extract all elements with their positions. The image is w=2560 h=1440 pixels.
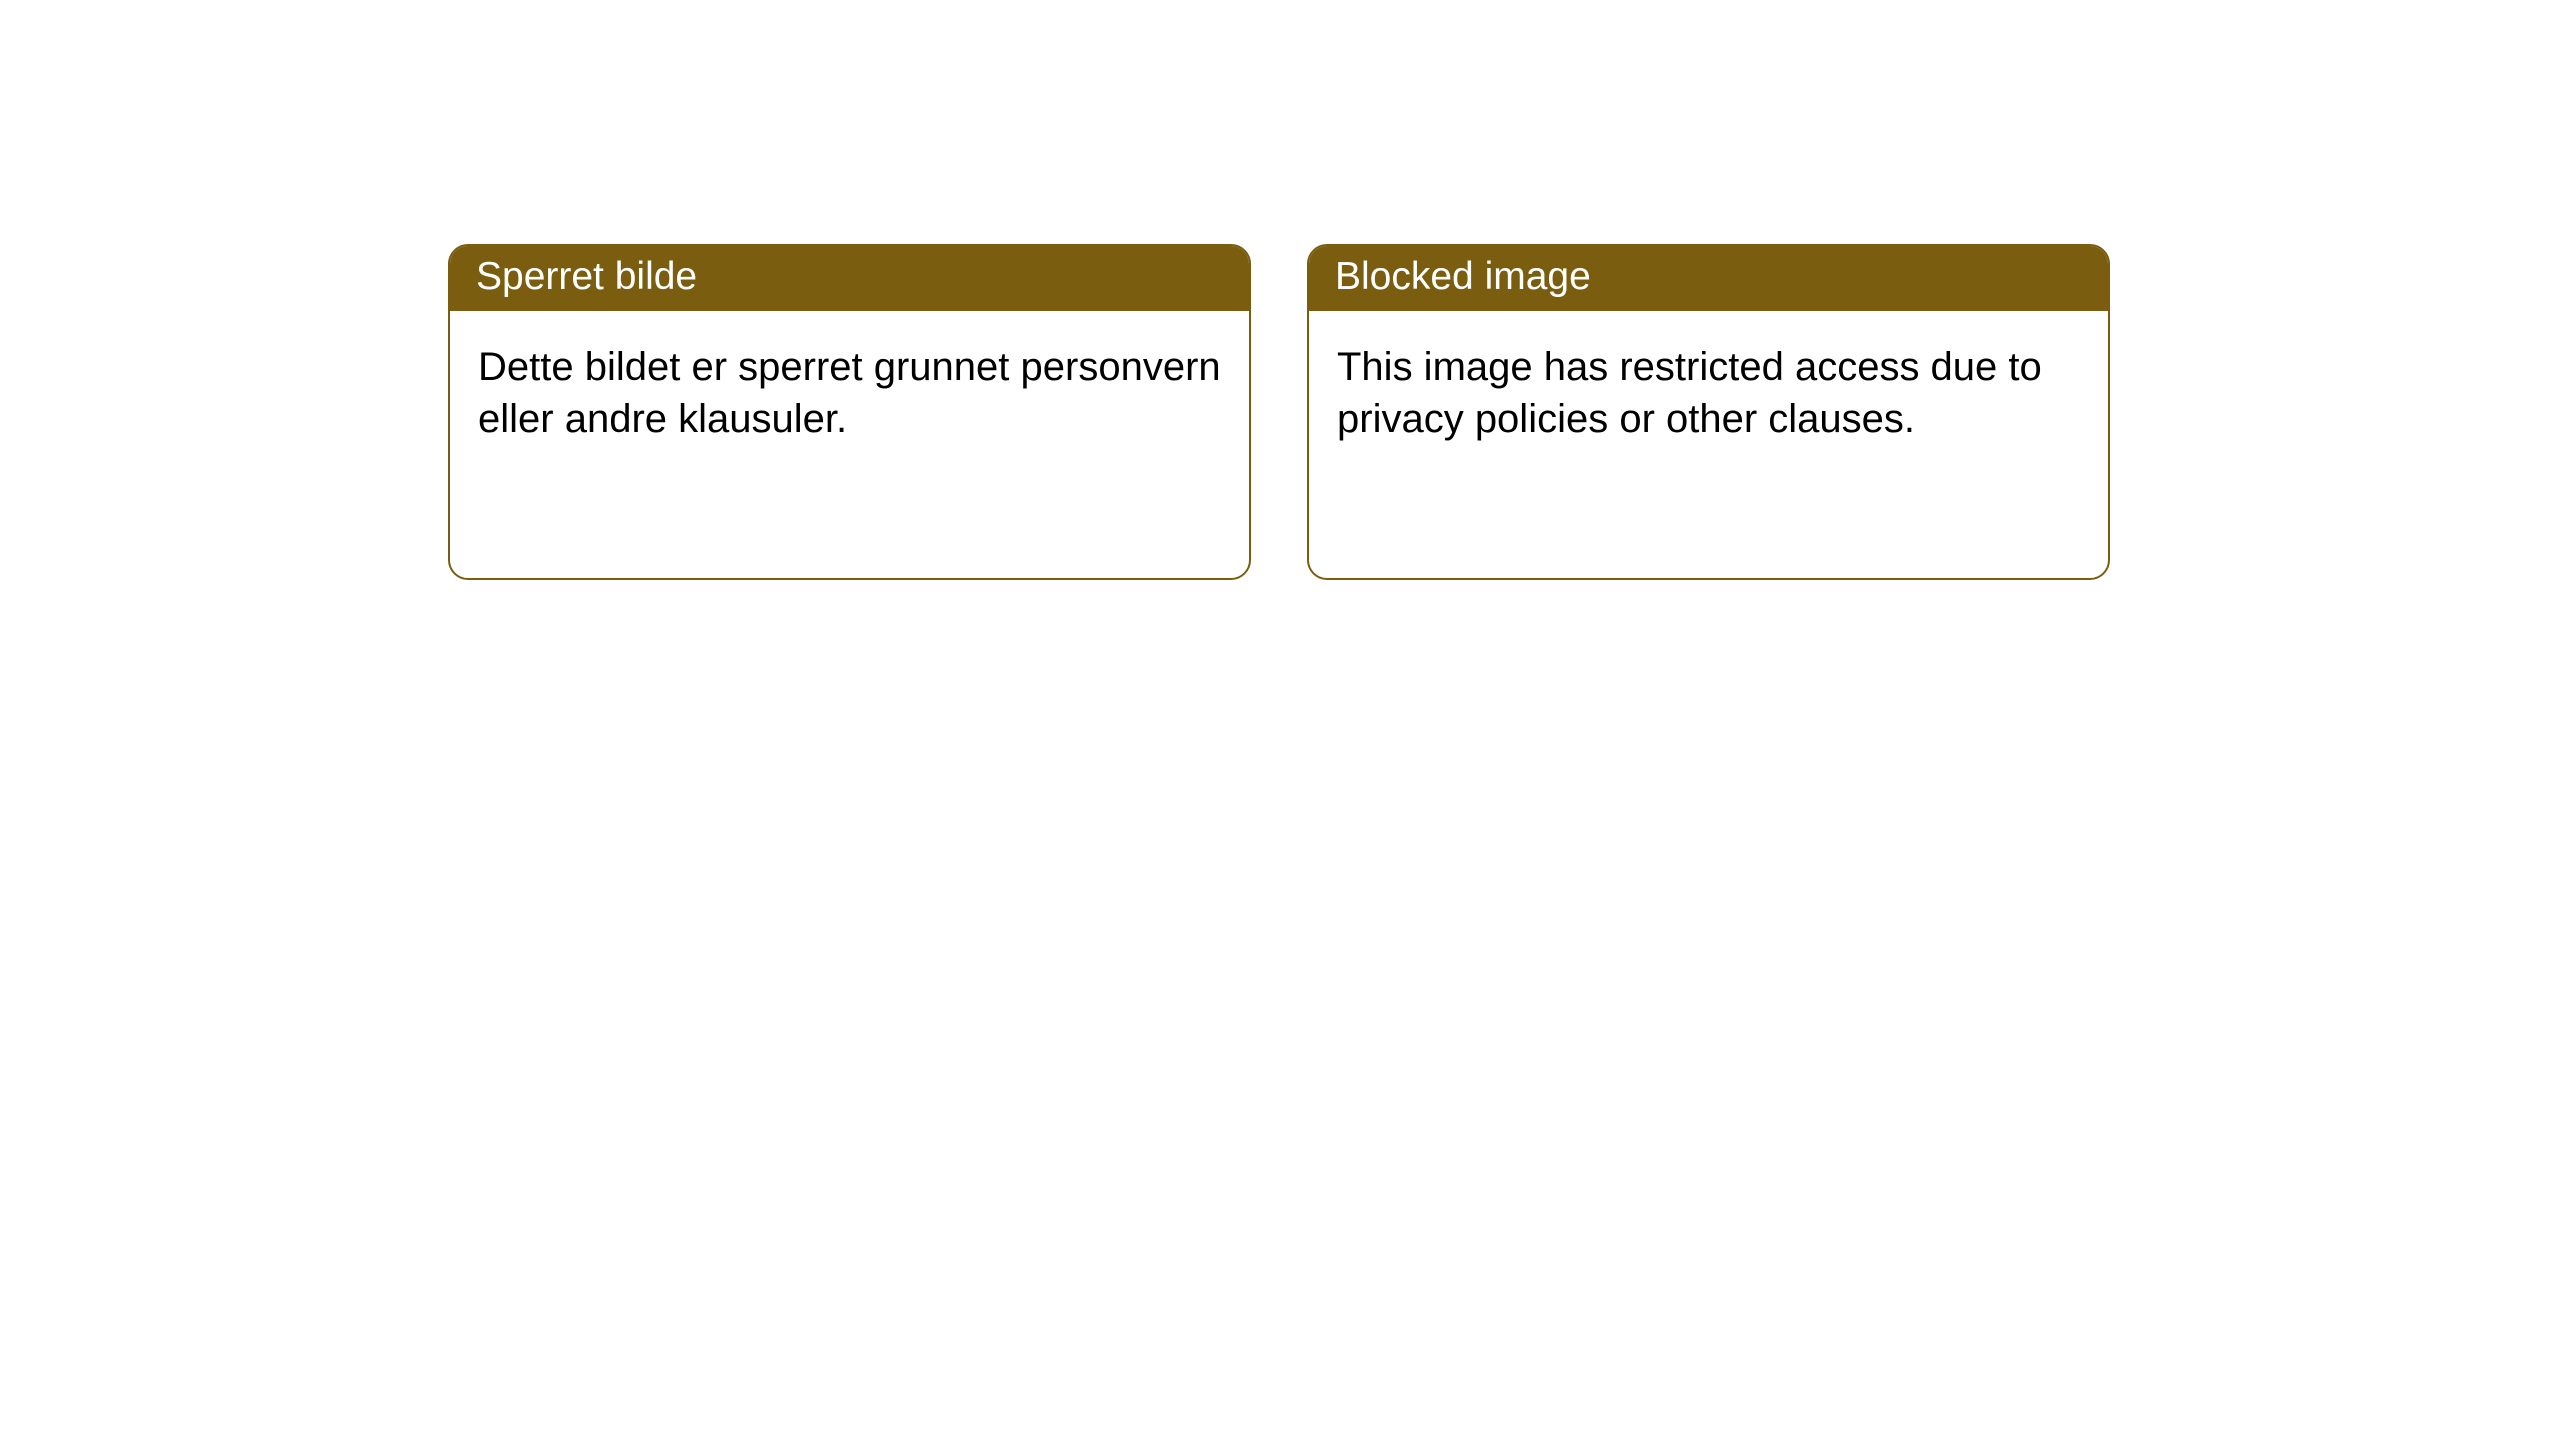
notice-body: Dette bildet er sperret grunnet personve… [450, 311, 1249, 475]
notice-title: Sperret bilde [450, 246, 1249, 311]
notice-body: This image has restricted access due to … [1309, 311, 2108, 475]
notice-container: Sperret bilde Dette bildet er sperret gr… [0, 0, 2560, 580]
notice-card-english: Blocked image This image has restricted … [1307, 244, 2110, 580]
notice-card-norwegian: Sperret bilde Dette bildet er sperret gr… [448, 244, 1251, 580]
notice-title: Blocked image [1309, 246, 2108, 311]
